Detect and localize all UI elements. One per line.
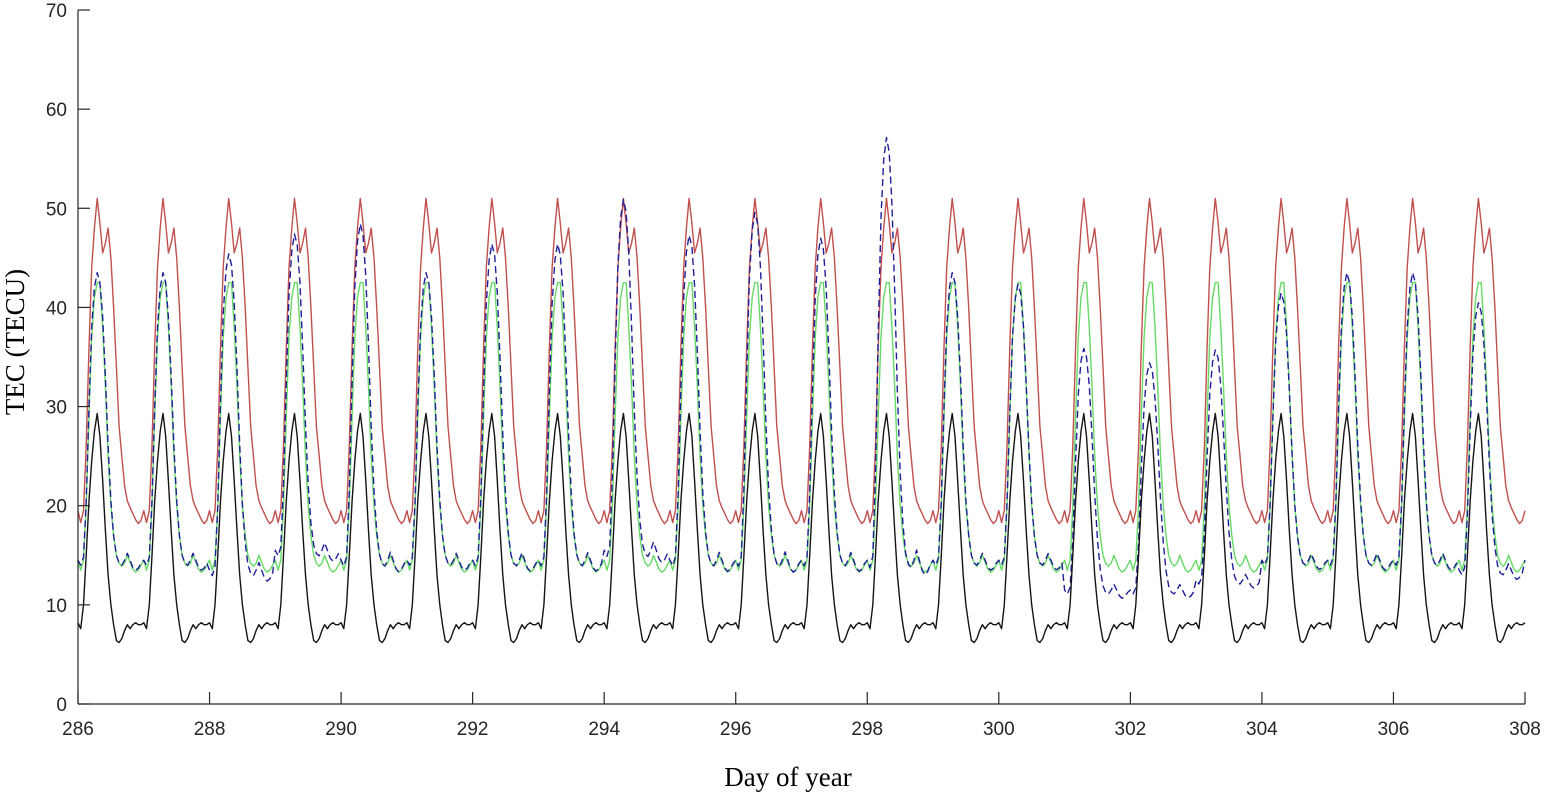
axes [77, 9, 1526, 705]
x-tick-label-306: 306 [1378, 719, 1410, 740]
y-tick-label-50: 50 [46, 199, 67, 220]
series-line-3 [77, 136, 1526, 599]
series-line-2 [77, 281, 1526, 573]
plot-lines [77, 136, 1526, 644]
x-tick-label-290: 290 [325, 719, 357, 740]
y-axis-label: TEC (TECU) [0, 269, 30, 415]
series-line-1 [77, 197, 1526, 525]
series-line-4 [77, 412, 1526, 644]
tick-labels: 286 288 290 292 294 296 298 300 302 304 306 308 0 10 2… [46, 1, 1541, 740]
y-tick-label-40: 40 [46, 298, 67, 319]
x-tick-label-302: 302 [1115, 719, 1147, 740]
x-tick-label-304: 304 [1246, 719, 1278, 740]
y-tick-label-60: 60 [46, 100, 67, 121]
y-tick-label-20: 20 [46, 497, 67, 518]
y-tick-label-30: 30 [46, 398, 67, 419]
x-tick-label-294: 294 [588, 719, 620, 740]
y-tick-label-10: 10 [46, 596, 67, 617]
x-tick-label-288: 288 [194, 719, 226, 740]
x-tick-label-292: 292 [457, 719, 489, 740]
x-tick-label-300: 300 [983, 719, 1015, 740]
x-tick-label-308: 308 [1509, 719, 1541, 740]
x-axis-label: Day of year [724, 762, 851, 792]
y-tick-label-0: 0 [56, 695, 67, 716]
x-tick-label-298: 298 [851, 719, 883, 740]
x-tick-label-286: 286 [62, 719, 94, 740]
x-tick-label-296: 296 [720, 719, 752, 740]
y-tick-label-70: 70 [46, 1, 67, 22]
